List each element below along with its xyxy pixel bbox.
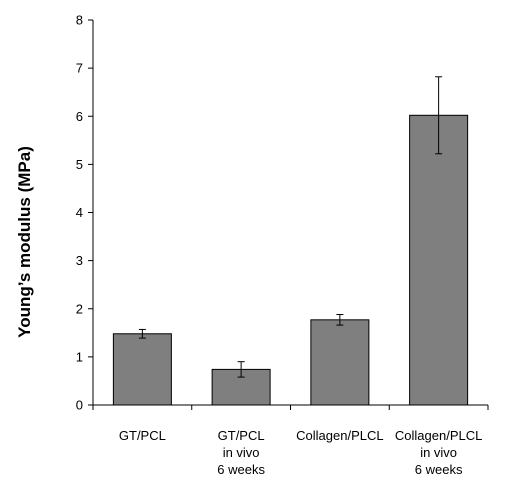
bar bbox=[310, 319, 370, 406]
x-category-label-line: in vivo bbox=[223, 445, 260, 460]
y-tick-label: 5 bbox=[76, 157, 83, 172]
x-category-label-line: GT/PCL bbox=[218, 428, 265, 443]
x-category-label-line: GT/PCL bbox=[119, 428, 166, 443]
x-category-label-line: in vivo bbox=[420, 445, 457, 460]
bar bbox=[409, 114, 469, 406]
bar bbox=[112, 333, 172, 406]
x-category-label-line: Collagen/PLCL bbox=[296, 428, 383, 443]
y-tick-label: 8 bbox=[76, 13, 83, 28]
x-category-label-line: Collagen/PLCL bbox=[395, 428, 482, 443]
y-tick-label: 7 bbox=[76, 61, 83, 76]
y-tick-label: 3 bbox=[76, 253, 83, 268]
y-axis-title: Young’s modulus (MPa) bbox=[15, 146, 34, 338]
x-category-label-line: 6 weeks bbox=[415, 462, 463, 477]
x-category-label: Collagen/PLCL in vivo 6 weeks bbox=[395, 428, 482, 477]
x-category-label: Collagen/PLCL bbox=[296, 428, 383, 443]
x-category-label: GT/PCL bbox=[119, 428, 166, 443]
x-category-label-line: 6 weeks bbox=[217, 462, 265, 477]
y-tick-label: 0 bbox=[76, 398, 83, 413]
y-tick-label: 1 bbox=[76, 349, 83, 364]
y-tick-label: 6 bbox=[76, 109, 83, 124]
y-tick-label: 2 bbox=[76, 301, 83, 316]
x-category-label: GT/PCL in vivo 6 weeks bbox=[217, 428, 265, 477]
y-tick-label: 4 bbox=[76, 205, 83, 220]
